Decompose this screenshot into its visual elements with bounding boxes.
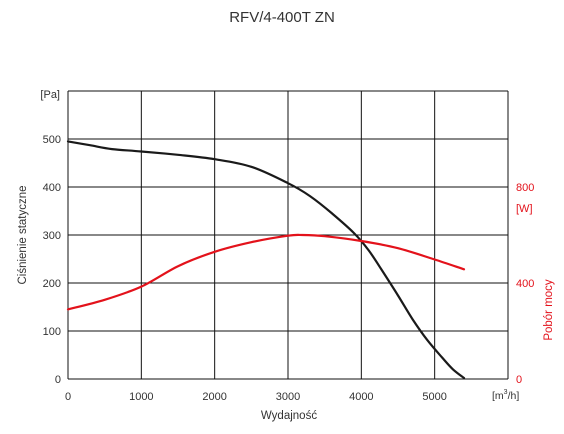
right-tick-label: 800 [516,182,534,194]
x-tick-label: 3000 [276,391,300,403]
right-axis-label: Pobór mocy [543,279,555,341]
x-axis-unit-suffix: /h] [508,390,520,402]
left-tick-label: 100 [43,326,61,338]
x-tick-label: 1000 [129,391,153,403]
x-tick-label: 0 [65,391,71,403]
left-axis-label: Ciśnienie statyczne [17,185,29,284]
right-tick-label: 0 [516,374,522,386]
right-tick-label: 400 [516,278,534,290]
x-tick-label: 4000 [349,391,373,403]
series-layer [66,140,466,380]
right-axis-ticks: 0 400 800 [516,182,534,386]
x-axis-unit: [m3/h] [492,389,519,402]
power-curve [66,233,466,311]
x-axis-unit-prefix: [m [492,390,504,402]
grid [67,90,509,380]
x-axis-label: Wydajność [261,410,317,422]
left-tick-label: 500 [43,134,61,146]
x-axis-unit-superscript: 3 [504,389,508,396]
left-tick-label: 300 [43,230,61,242]
x-axis-ticks: 0 1000 2000 3000 4000 5000 [65,391,447,403]
x-tick-label: 2000 [202,391,226,403]
left-axis-unit: [Pa] [40,89,60,101]
pressure-curve [66,140,466,380]
x-tick-label: 5000 [422,391,446,403]
left-tick-label: 0 [55,374,61,386]
left-axis-ticks: 0 100 200 300 400 500 [43,134,61,386]
right-axis-unit: [W] [516,203,533,215]
chart-title: RFV/4-400T ZN [229,9,335,26]
left-tick-label: 200 [43,278,61,290]
left-tick-label: 400 [43,182,61,194]
